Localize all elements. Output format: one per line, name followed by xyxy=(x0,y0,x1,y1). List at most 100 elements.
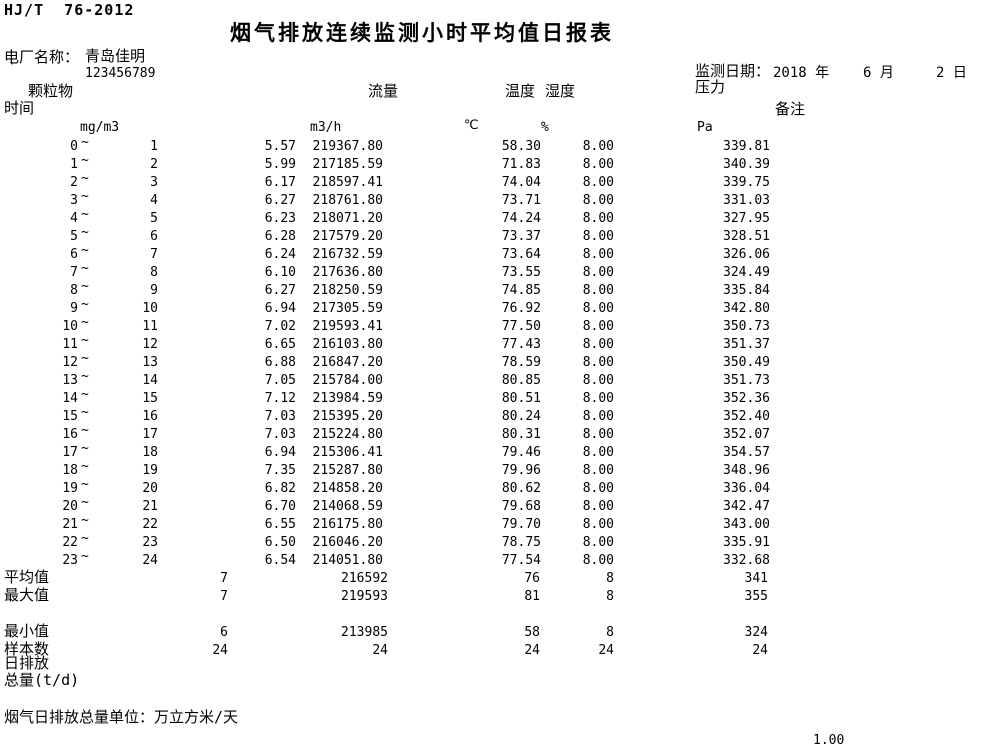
temp-value: 80.24 xyxy=(501,409,541,424)
hour-start-value: 13 xyxy=(62,373,78,388)
hour-start-value: 0 xyxy=(70,139,78,154)
humidity-value: 8.00 xyxy=(582,211,614,226)
hour-end-value: 17 xyxy=(142,427,158,442)
summary-row-label: 平均值 xyxy=(4,568,50,586)
pm-value: 5.99 xyxy=(264,157,296,172)
summary-pm-value: 7 xyxy=(220,589,228,604)
note-column-label: 备注 xyxy=(775,100,806,118)
pressure-unit: Pa xyxy=(697,120,713,135)
temp-value: 79.68 xyxy=(501,499,541,514)
hour-start-value: 5 xyxy=(70,229,78,244)
humidity-value: 8.00 xyxy=(582,427,614,442)
pm-value: 6.17 xyxy=(264,175,296,190)
scale-value: 1.00 xyxy=(813,733,845,748)
pm-unit: mg/m3 xyxy=(80,120,120,135)
flow-value: 218597.41 xyxy=(312,175,383,190)
pressure-value: 348.96 xyxy=(723,463,770,478)
hour-end-value: 1 xyxy=(150,139,158,154)
range-tilde: ~ xyxy=(81,531,89,546)
temp-value: 79.96 xyxy=(501,463,541,478)
flow-value: 214051.80 xyxy=(312,553,383,568)
flow-value: 217185.59 xyxy=(312,157,383,172)
hour-start-value: 16 xyxy=(62,427,78,442)
humidity-value: 8.00 xyxy=(582,499,614,514)
summary-pressure-value: 324 xyxy=(744,625,768,640)
temp-value: 78.75 xyxy=(501,535,541,550)
hour-end-value: 4 xyxy=(150,193,158,208)
humidity-value: 8.00 xyxy=(582,553,614,568)
summary-humidity-value: 24 xyxy=(598,643,614,658)
pressure-value: 335.84 xyxy=(723,283,770,298)
table-row: 19 ~ 20 6.82 214858.20 80.62 8.00 336.04 xyxy=(0,477,985,498)
humidity-unit: % xyxy=(541,120,549,135)
table-row: 23 ~ 24 6.54 214051.80 77.54 8.00 332.68 xyxy=(0,549,985,570)
pm-value: 6.27 xyxy=(264,283,296,298)
pm-value: 7.03 xyxy=(264,427,296,442)
pressure-value: 342.80 xyxy=(723,301,770,316)
pressure-value: 351.73 xyxy=(723,373,770,388)
pressure-value: 352.40 xyxy=(723,409,770,424)
range-tilde: ~ xyxy=(81,243,89,258)
hour-end-value: 2 xyxy=(150,157,158,172)
range-tilde: ~ xyxy=(81,171,89,186)
flow-value: 215784.00 xyxy=(312,373,383,388)
pm-value: 7.12 xyxy=(264,391,296,406)
hour-end-value: 24 xyxy=(142,553,158,568)
temp-unit: ℃ xyxy=(464,118,479,133)
hour-start-value: 6 xyxy=(70,247,78,262)
summary-pressure-value: 341 xyxy=(744,571,768,586)
flow-value: 218071.20 xyxy=(312,211,383,226)
summary-temp-value: 58 xyxy=(524,625,540,640)
pressure-value: 351.37 xyxy=(723,337,770,352)
flow-value: 218761.80 xyxy=(312,193,383,208)
range-tilde: ~ xyxy=(81,207,89,222)
hour-start-value: 12 xyxy=(62,355,78,370)
pressure-value: 340.39 xyxy=(723,157,770,172)
humidity-column-label: 湿度 xyxy=(545,82,576,100)
hour-end-value: 3 xyxy=(150,175,158,190)
hour-end-value: 8 xyxy=(150,265,158,280)
humidity-value: 8.00 xyxy=(582,193,614,208)
humidity-value: 8.00 xyxy=(582,319,614,334)
flow-value: 214858.20 xyxy=(312,481,383,496)
temp-value: 71.83 xyxy=(501,157,541,172)
pm-value: 6.88 xyxy=(264,355,296,370)
flow-value: 215287.80 xyxy=(312,463,383,478)
flow-column-label: 流量 xyxy=(368,82,399,100)
pm-value: 6.94 xyxy=(264,445,296,460)
pm-value: 6.23 xyxy=(264,211,296,226)
hour-start-value: 19 xyxy=(62,481,78,496)
date-month-value: 6 月 xyxy=(863,65,894,81)
flow-value: 216732.59 xyxy=(312,247,383,262)
table-row: 16 ~ 17 7.03 215224.80 80.31 8.00 352.07 xyxy=(0,423,985,444)
table-row: 0 ~ 1 5.57 219367.80 58.30 8.00 339.81 xyxy=(0,135,985,156)
table-row: 2 ~ 3 6.17 218597.41 74.04 8.00 339.75 xyxy=(0,171,985,192)
table-row: 7 ~ 8 6.10 217636.80 73.55 8.00 324.49 xyxy=(0,261,985,282)
humidity-value: 8.00 xyxy=(582,355,614,370)
flow-value: 215224.80 xyxy=(312,427,383,442)
summary-flow-value: 24 xyxy=(372,643,388,658)
humidity-value: 8.00 xyxy=(582,265,614,280)
range-tilde: ~ xyxy=(81,405,89,420)
range-tilde: ~ xyxy=(81,495,89,510)
temp-value: 80.62 xyxy=(501,481,541,496)
hour-end-value: 18 xyxy=(142,445,158,460)
table-row: 13 ~ 14 7.05 215784.00 80.85 8.00 351.73 xyxy=(0,369,985,390)
summary-row-label: 最大值 xyxy=(4,586,50,604)
humidity-value: 8.00 xyxy=(582,139,614,154)
temp-value: 74.85 xyxy=(501,283,541,298)
range-tilde: ~ xyxy=(81,351,89,366)
range-tilde: ~ xyxy=(81,297,89,312)
humidity-value: 8.00 xyxy=(582,373,614,388)
table-row: 3 ~ 4 6.27 218761.80 73.71 8.00 331.03 xyxy=(0,189,985,210)
pressure-value: 339.81 xyxy=(723,139,770,154)
table-row: 1 ~ 2 5.99 217185.59 71.83 8.00 340.39 xyxy=(0,153,985,174)
hour-end-value: 14 xyxy=(142,373,158,388)
pressure-value: 354.57 xyxy=(723,445,770,460)
summary-temp-value: 24 xyxy=(524,643,540,658)
temp-value: 58.30 xyxy=(501,139,541,154)
temp-value: 79.46 xyxy=(501,445,541,460)
hour-end-value: 21 xyxy=(142,499,158,514)
pressure-value: 339.75 xyxy=(723,175,770,190)
flow-value: 215306.41 xyxy=(312,445,383,460)
